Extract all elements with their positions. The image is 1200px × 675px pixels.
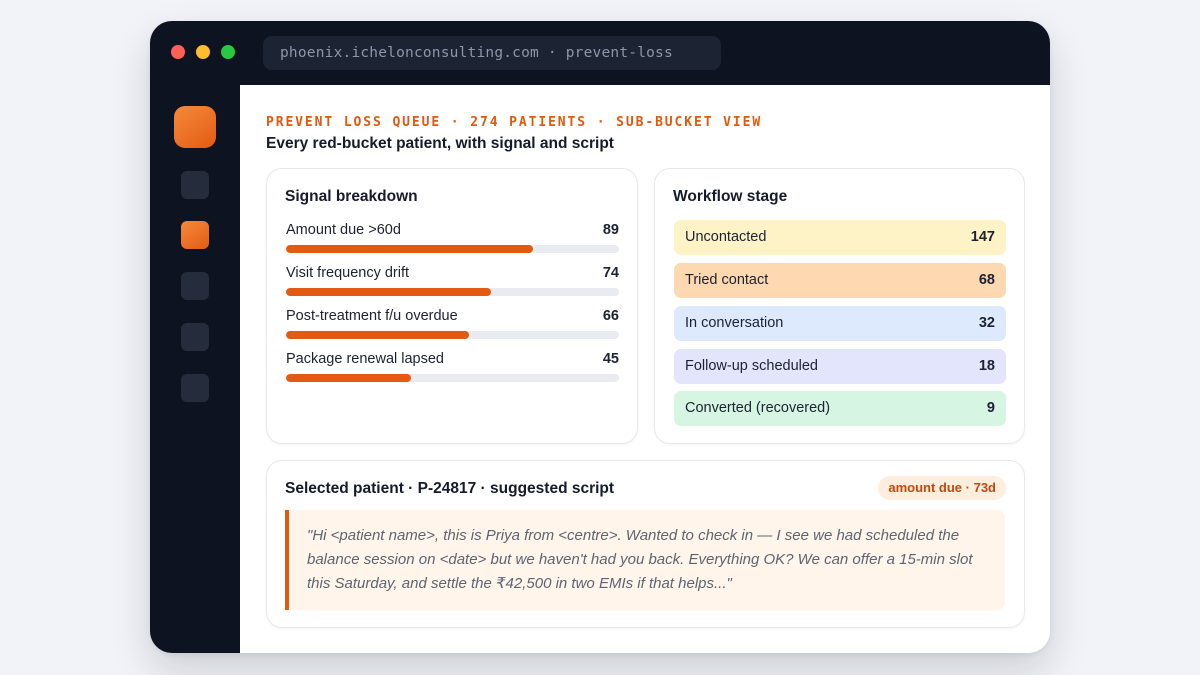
stage-row-follow-up-scheduled[interactable]: Follow-up scheduled 18 [674, 349, 1006, 384]
stage-row-in-conversation[interactable]: In conversation 32 [674, 306, 1006, 341]
signal-label: Amount due >60d [286, 222, 401, 238]
queue-eyebrow: PREVENT LOSS QUEUE · 274 PATIENTS · SUB-… [266, 115, 763, 130]
signal-label: Visit frequency drift [286, 265, 410, 281]
app-logo[interactable] [174, 106, 216, 148]
stage-label: Follow-up scheduled [685, 358, 818, 374]
signal-bar-track [286, 288, 619, 296]
minimize-window-button[interactable] [196, 45, 210, 59]
app-window: phoenix.ichelonconsulting.com · prevent-… [150, 21, 1050, 653]
signal-row[interactable]: Post-treatment f/u overdue 66 [286, 308, 619, 348]
stage-count: 9 [986, 400, 995, 416]
stage-row-converted[interactable]: Converted (recovered) 9 [674, 391, 1006, 426]
workflow-stage-title: Workflow stage [673, 188, 788, 205]
stage-count: 32 [978, 315, 995, 331]
sidebar-item-5[interactable] [181, 374, 209, 402]
signal-breakdown-title: Signal breakdown [285, 188, 418, 205]
signal-bar-fill [286, 288, 492, 296]
page-title: Every red-bucket patient, with signal an… [266, 135, 614, 152]
workflow-stage-card: Workflow stage Uncontacted 147 Tried con… [654, 168, 1025, 444]
suggested-script: "Hi <patient name>, this is Priya from <… [285, 510, 1005, 610]
stage-label: Uncontacted [685, 229, 767, 245]
sidebar-item-3[interactable] [181, 272, 209, 300]
main-content: PREVENT LOSS QUEUE · 274 PATIENTS · SUB-… [240, 85, 1050, 653]
stage-row-uncontacted[interactable]: Uncontacted 147 [674, 220, 1006, 255]
stage-count: 68 [978, 272, 995, 288]
stage-label: Converted (recovered) [685, 400, 831, 416]
signal-count: 74 [602, 265, 619, 281]
signal-bar-track [286, 245, 619, 253]
stage-row-tried-contact[interactable]: Tried contact 68 [674, 263, 1006, 298]
stage-label: In conversation [685, 315, 784, 331]
signal-bar-track [286, 374, 619, 382]
sidebar-item-prevent-loss[interactable] [181, 221, 209, 249]
signal-row[interactable]: Visit frequency drift 74 [286, 265, 619, 305]
signal-count: 45 [602, 351, 619, 367]
stage-count: 147 [970, 229, 995, 245]
selected-patient-card: Selected patient · P-24817 · suggested s… [266, 460, 1025, 628]
signal-bar-fill [286, 245, 533, 253]
close-window-button[interactable] [171, 45, 185, 59]
stage-count: 18 [978, 358, 995, 374]
signal-breakdown-card: Signal breakdown Amount due >60d 89 Visi… [266, 168, 638, 444]
signal-bar-fill [286, 331, 470, 339]
status-badge: amount due · 73d [878, 476, 1006, 500]
signal-bar-fill [286, 374, 411, 382]
stage-label: Tried contact [685, 272, 769, 288]
sidebar-item-1[interactable] [181, 171, 209, 199]
maximize-window-button[interactable] [221, 45, 235, 59]
sidebar [150, 85, 240, 653]
signal-label: Post-treatment f/u overdue [286, 308, 458, 324]
sidebar-item-4[interactable] [181, 323, 209, 351]
url-bar[interactable]: phoenix.ichelonconsulting.com · prevent-… [263, 36, 721, 70]
signal-row[interactable]: Amount due >60d 89 [286, 222, 619, 262]
signal-count: 66 [602, 308, 619, 324]
signal-label: Package renewal lapsed [286, 351, 444, 367]
selected-patient-title: Selected patient · P-24817 · suggested s… [285, 480, 615, 497]
title-bar: phoenix.ichelonconsulting.com · prevent-… [150, 21, 1050, 85]
signal-row[interactable]: Package renewal lapsed 45 [286, 351, 619, 391]
signal-count: 89 [602, 222, 619, 238]
signal-bar-track [286, 331, 619, 339]
